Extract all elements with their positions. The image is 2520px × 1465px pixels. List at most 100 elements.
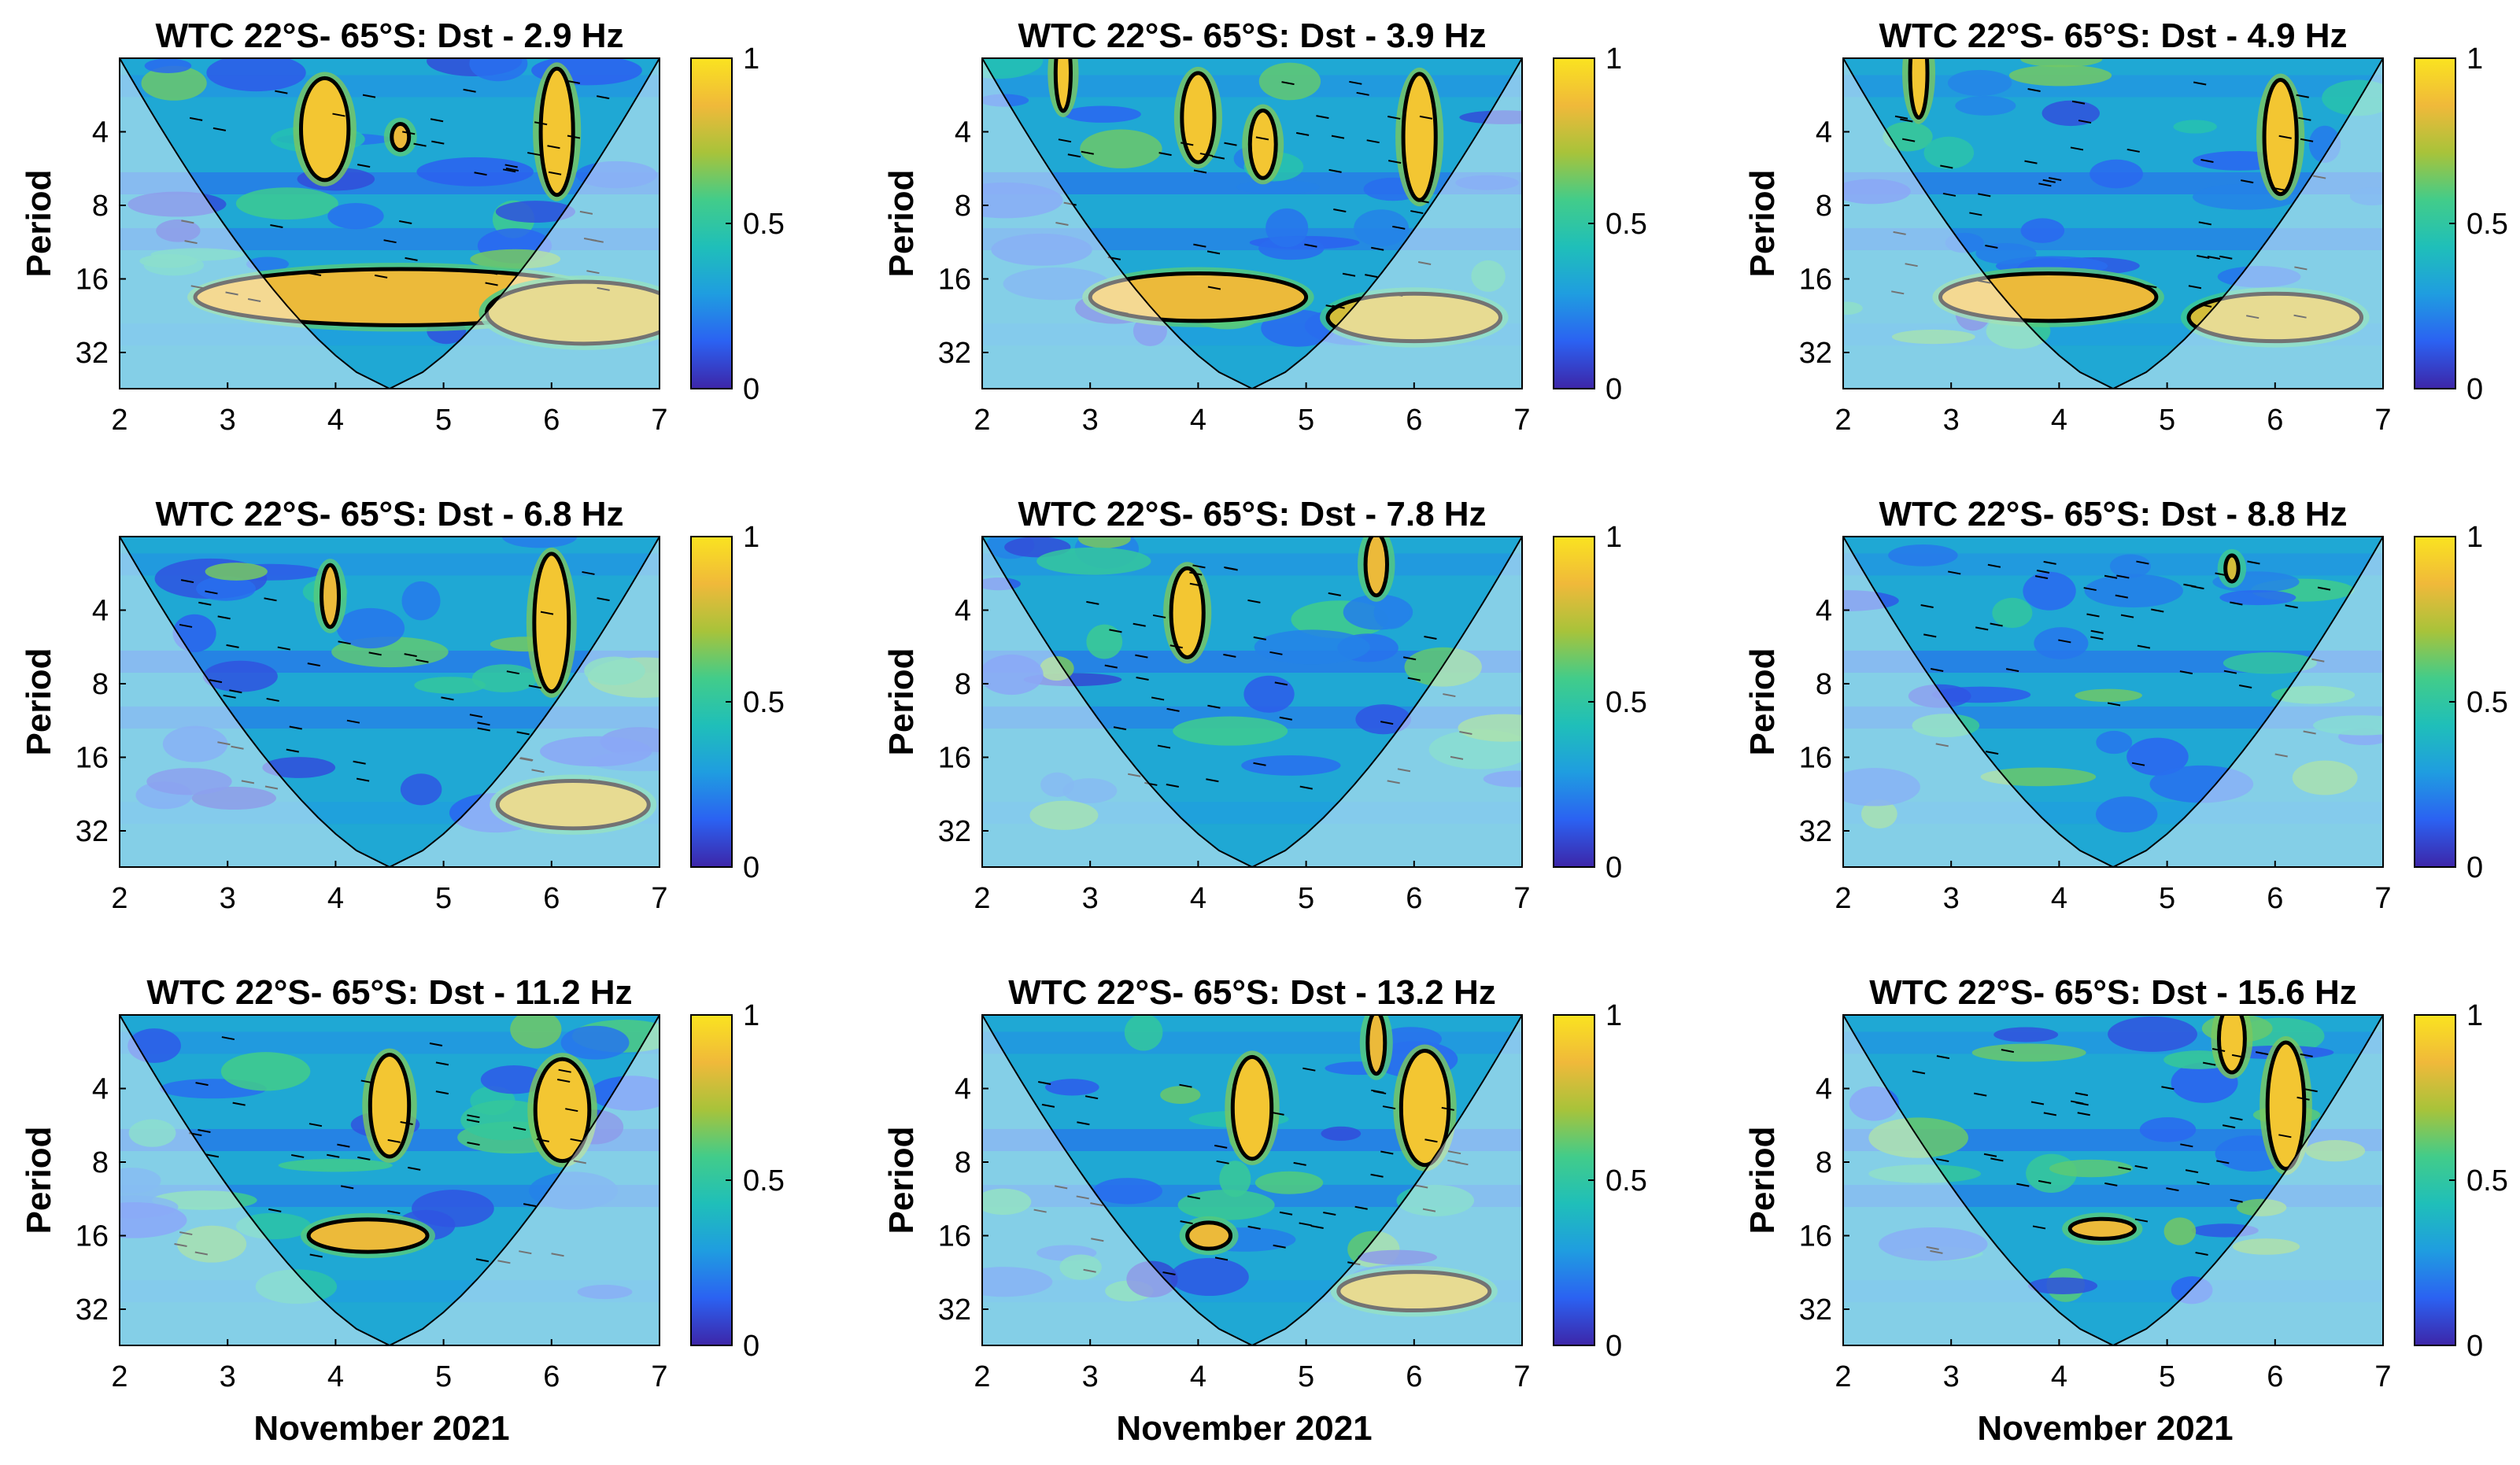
phase-arrow	[1382, 1105, 1396, 1110]
phase-arrow	[1900, 118, 1913, 123]
phase-arrow	[2198, 221, 2212, 226]
wtc-panel-2: WTC 22°S- 65°S: Dst - 3.9 Hz 2 3 4 5 6 7 4 8 16 32…	[882, 17, 1647, 437]
y-tick-label: 16	[1799, 1220, 1832, 1253]
coherence-blob	[1993, 1027, 2059, 1042]
phase-arrow	[597, 95, 610, 100]
coherence-blob	[1458, 714, 1522, 742]
wtc-panel-6: WTC 22°S- 65°S: Dst - 8.8 Hz 2 3 4 5 6 7 4 8 16 32…	[1743, 495, 2508, 915]
phase-arrow	[225, 291, 238, 296]
coherence-blob	[1169, 1257, 1249, 1297]
coherence-blob	[1912, 714, 1980, 738]
y-tick-label: 4	[92, 116, 109, 149]
significant-region-core	[1363, 537, 1389, 598]
y-tick-label: 8	[955, 668, 971, 701]
y-tick-label: 32	[1799, 1293, 1832, 1327]
x-tick-label: 2	[974, 1360, 990, 1393]
phase-arrow	[1144, 781, 1158, 786]
phase-arrow	[2166, 1187, 2179, 1192]
x-tick-label: 7	[2374, 404, 2391, 437]
phase-arrow	[1923, 633, 1937, 638]
y-tick-label: 8	[1816, 668, 1832, 701]
coherence-blob	[144, 58, 192, 73]
y-tick-label: 32	[938, 337, 971, 370]
phase-arrow	[374, 274, 388, 279]
coherence-blob	[1040, 772, 1074, 797]
phase-arrow	[2107, 702, 2121, 707]
colorbar	[2414, 1014, 2456, 1346]
x-tick-label: 3	[1082, 1360, 1099, 1393]
phase-arrow	[1255, 136, 1269, 141]
coherence-blob	[1945, 232, 1984, 253]
phase-arrow	[540, 611, 554, 615]
phase-arrow	[1974, 1092, 1987, 1097]
phase-arrow	[2071, 1100, 2084, 1105]
phase-arrow	[1299, 1222, 1312, 1227]
colorbar-tick-label: 0	[1605, 373, 1622, 406]
phase-arrow	[2183, 583, 2197, 588]
phase-arrow	[1331, 135, 1345, 139]
x-tick-label: 4	[327, 1360, 344, 1393]
phase-arrow	[1390, 293, 1403, 297]
phase-arrow	[570, 1138, 583, 1142]
phase-arrow	[340, 1185, 354, 1190]
phase-arrow	[1279, 1211, 1293, 1216]
coherence-blob	[2173, 120, 2217, 134]
cone-of-influence-line	[982, 537, 1522, 867]
coherence-blob	[471, 664, 538, 692]
coherence-blob	[2109, 554, 2151, 578]
phase-arrow	[512, 1127, 527, 1131]
phase-arrow	[1422, 1208, 1436, 1212]
phase-arrow	[2115, 594, 2129, 599]
coherence-blob	[1923, 136, 1975, 169]
colorbar	[690, 536, 733, 868]
x-tick-label: 7	[651, 882, 667, 915]
phase-arrow	[1076, 1195, 1089, 1200]
phase-arrow	[1162, 1271, 1176, 1276]
phase-arrow	[408, 1166, 421, 1171]
colorbar-tick-label: 1	[2466, 999, 2483, 1032]
phase-arrow	[504, 164, 518, 168]
phase-arrow	[1940, 164, 1953, 169]
phase-arrow	[2188, 285, 2202, 290]
phase-arrow	[2136, 560, 2149, 565]
phase-arrow	[1424, 636, 1437, 640]
phase-arrow	[1295, 131, 1310, 136]
significant-region-core	[1247, 108, 1278, 180]
phase-arrow	[567, 79, 581, 84]
phase-arrow	[2298, 116, 2311, 121]
phase-arrow	[588, 779, 602, 784]
phase-arrow	[1893, 231, 1906, 235]
significant-region-core	[306, 1217, 430, 1254]
x-tick-label: 5	[1298, 404, 1314, 437]
coherence-blob	[128, 1119, 176, 1147]
x-tick-label: 3	[1943, 882, 1960, 915]
phase-arrow	[477, 727, 490, 732]
phase-arrow	[229, 689, 242, 694]
x-axis-label: November 2021	[253, 1409, 509, 1448]
phase-arrow	[2027, 88, 2041, 92]
y-tick-label: 32	[76, 815, 109, 848]
x-tick-label: 2	[974, 882, 990, 915]
phase-arrow	[1207, 286, 1221, 290]
phase-arrow	[1269, 651, 1283, 655]
y-axis-label: Period	[1743, 1127, 1782, 1234]
wtc-panel-8: WTC 22°S- 65°S: Dst - 13.2 Hz 2 3 4 5 6 7 4 8 16 3…	[882, 973, 1647, 1448]
significant-region-core	[495, 779, 651, 831]
phase-arrow	[353, 760, 366, 765]
y-tick-label: 8	[955, 1146, 971, 1179]
phase-arrow	[523, 1203, 537, 1208]
colorbar-tick-label: 0	[2466, 373, 2483, 406]
coherence-blob	[2027, 1277, 2098, 1294]
y-tick-label: 4	[92, 595, 109, 628]
coherence-blob	[1063, 105, 1141, 123]
coherence-blob	[1029, 800, 1099, 830]
phase-arrow	[1459, 731, 1472, 736]
x-tick-label: 3	[1943, 1360, 1960, 1393]
x-tick-label: 3	[220, 404, 236, 437]
phase-arrow	[2001, 1049, 2015, 1054]
significant-region-core	[1230, 1054, 1274, 1161]
coherence-blob	[2191, 1223, 2259, 1238]
phase-arrow	[266, 697, 279, 702]
phase-arrow	[338, 640, 351, 645]
phase-arrow	[558, 1068, 571, 1073]
